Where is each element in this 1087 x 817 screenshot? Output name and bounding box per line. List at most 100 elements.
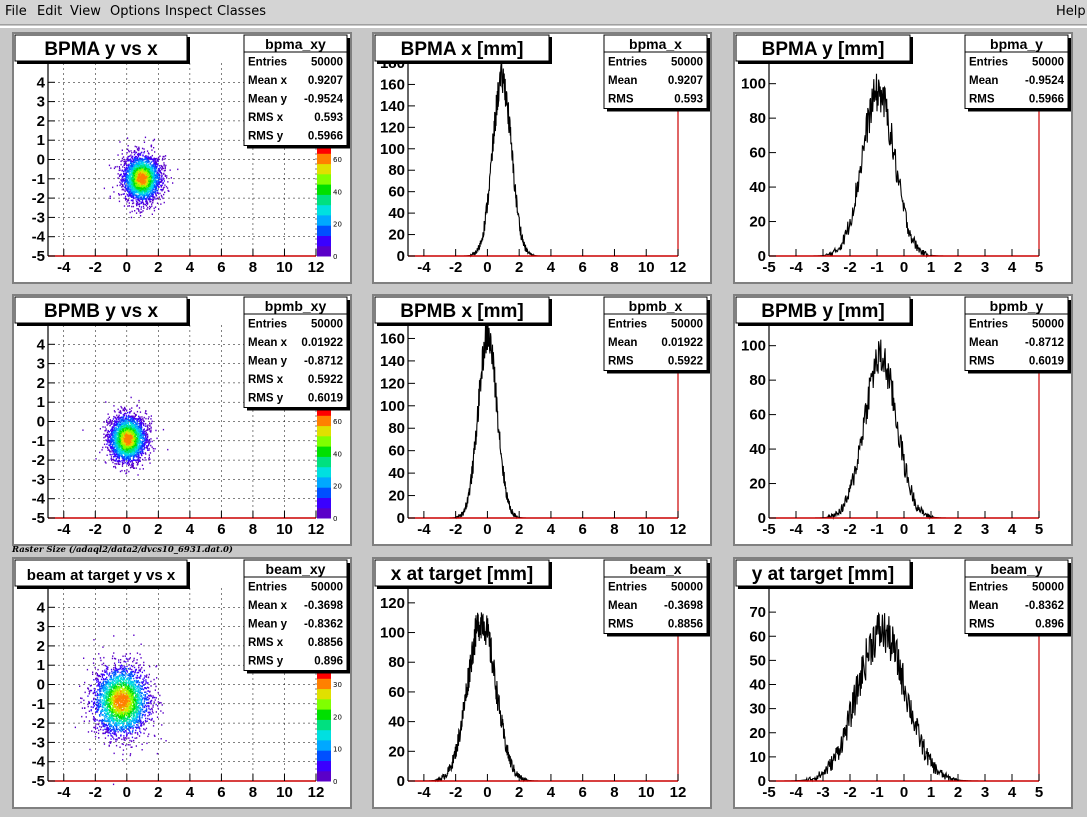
heatmap-cell bbox=[136, 174, 137, 176]
heatmap-cell bbox=[109, 431, 110, 433]
heatmap-cell bbox=[139, 407, 140, 409]
heatmap-cell bbox=[150, 428, 151, 430]
heatmap-cell bbox=[131, 166, 132, 168]
heatmap-cell bbox=[163, 178, 164, 180]
heatmap-cell bbox=[112, 454, 113, 456]
stats-label: Mean y bbox=[248, 94, 288, 106]
menu-classes[interactable]: Classes bbox=[217, 4, 266, 19]
heatmap-cell bbox=[165, 170, 166, 172]
heatmap-cell bbox=[147, 193, 148, 195]
heatmap-cell bbox=[149, 158, 150, 160]
heatmap-cell bbox=[112, 187, 113, 189]
heatmap-cell bbox=[105, 439, 106, 441]
heatmap-cell bbox=[167, 181, 168, 183]
heatmap-cell bbox=[141, 191, 142, 193]
stats-value: 50000 bbox=[1032, 57, 1064, 69]
heatmap-cell bbox=[151, 161, 152, 163]
menu-help[interactable]: Help bbox=[1056, 4, 1086, 19]
heatmap-cell bbox=[127, 421, 128, 423]
heatmap-cell bbox=[134, 197, 135, 199]
x-tick-label: 12 bbox=[670, 259, 687, 276]
heatmap-cell bbox=[156, 438, 157, 440]
heatmap-cell bbox=[126, 179, 127, 181]
menu-file[interactable]: File bbox=[5, 4, 27, 19]
heatmap-cell bbox=[148, 173, 149, 175]
title-shadow-right bbox=[910, 37, 913, 64]
heatmap-cell bbox=[148, 178, 149, 180]
heatmap-cell bbox=[150, 195, 151, 197]
title-shadow-bottom bbox=[17, 61, 189, 64]
heatmap-cell bbox=[118, 409, 119, 411]
y-tick-label: 1 bbox=[37, 132, 45, 149]
x-tick-label: 3 bbox=[981, 259, 989, 276]
heatmap-cell bbox=[130, 419, 131, 421]
heatmap-cell bbox=[128, 150, 129, 152]
heatmap-cell bbox=[137, 474, 138, 476]
y-tick-label: 100 bbox=[380, 141, 405, 158]
heatmap-cell bbox=[170, 169, 171, 171]
menu-edit[interactable]: Edit bbox=[37, 4, 62, 19]
heatmap-cell bbox=[123, 156, 124, 158]
palette-segment bbox=[317, 153, 331, 164]
stats-value: 0.9207 bbox=[668, 75, 703, 87]
heatmap-cell bbox=[157, 192, 158, 194]
heatmap-cell bbox=[133, 172, 134, 174]
heatmap-cell bbox=[134, 183, 135, 185]
heatmap-cell bbox=[139, 168, 140, 170]
heatmap-cell bbox=[160, 172, 161, 174]
heatmap-cell bbox=[140, 182, 141, 184]
x-tick-label: 10 bbox=[276, 259, 293, 276]
heatmap-cell bbox=[148, 418, 149, 420]
heatmap-cell bbox=[147, 150, 148, 152]
heatmap-cell bbox=[153, 189, 154, 191]
heatmap-cell bbox=[115, 467, 116, 469]
heatmap-cell bbox=[136, 208, 137, 210]
heatmap-cell bbox=[139, 159, 140, 161]
heatmap-cell bbox=[110, 419, 111, 421]
heatmap-cell bbox=[144, 438, 145, 440]
heatmap-cell bbox=[112, 446, 113, 448]
heatmap-cell bbox=[152, 180, 153, 182]
x-tick-label: 4 bbox=[1008, 259, 1017, 276]
heatmap-cell bbox=[138, 184, 139, 186]
heatmap-cell bbox=[155, 194, 156, 196]
heatmap-cell bbox=[158, 178, 159, 180]
heatmap-cell bbox=[119, 194, 120, 196]
heatmap-cell bbox=[135, 152, 136, 154]
heatmap-cell bbox=[157, 183, 158, 185]
heatmap-cell bbox=[129, 185, 130, 187]
heatmap-cell bbox=[142, 148, 143, 150]
heatmap-cell bbox=[143, 175, 144, 177]
heatmap-cell bbox=[139, 206, 140, 208]
heatmap-cell bbox=[131, 183, 132, 185]
menu-options[interactable]: Options bbox=[110, 4, 160, 19]
heatmap-cell bbox=[163, 182, 164, 184]
heatmap-cell bbox=[159, 181, 160, 183]
heatmap-cell bbox=[111, 423, 112, 425]
heatmap-cell bbox=[134, 184, 135, 186]
x-tick-label: 0 bbox=[123, 259, 131, 276]
heatmap-cell bbox=[122, 181, 123, 183]
heatmap-cell bbox=[113, 442, 114, 444]
heatmap-cell bbox=[129, 456, 130, 458]
heatmap-cell bbox=[155, 192, 156, 194]
heatmap-cell bbox=[131, 160, 132, 162]
heatmap-cell bbox=[135, 414, 136, 416]
heatmap-cell bbox=[134, 151, 135, 153]
x-tick-label: 5 bbox=[1035, 259, 1043, 276]
x-tick-label: 1 bbox=[927, 259, 935, 276]
heatmap-cell bbox=[128, 160, 129, 162]
heatmap-cell bbox=[163, 165, 164, 167]
menu-inspect[interactable]: Inspect bbox=[165, 4, 212, 19]
heatmap-cell bbox=[168, 190, 169, 192]
heatmap-cell bbox=[126, 198, 127, 200]
heatmap-cell bbox=[122, 433, 123, 435]
heatmap-cell bbox=[156, 180, 157, 182]
heatmap-cell bbox=[113, 418, 114, 420]
heatmap-cell bbox=[158, 173, 159, 175]
menu-view[interactable]: View bbox=[70, 4, 101, 19]
heatmap-cell bbox=[116, 463, 117, 465]
heatmap-cell bbox=[145, 418, 146, 420]
